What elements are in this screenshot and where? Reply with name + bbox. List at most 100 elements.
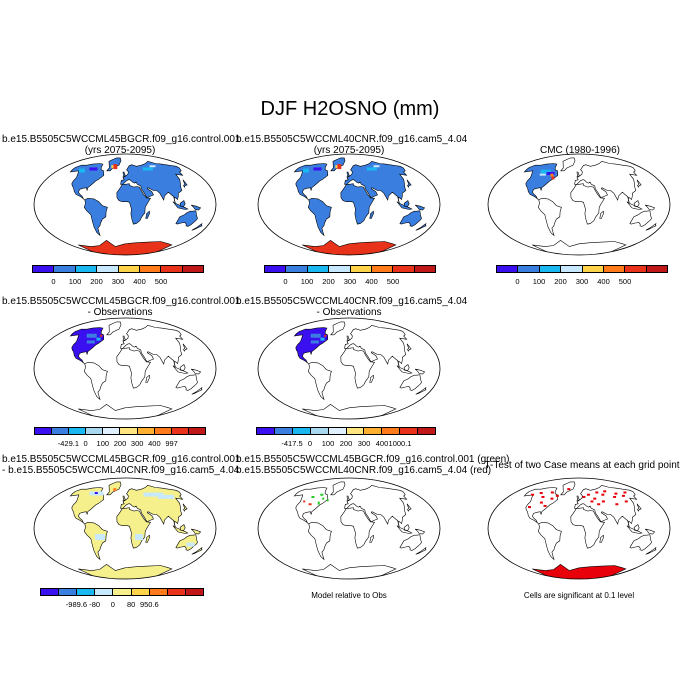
continent-borneo: [403, 524, 410, 532]
continent-indonesia: [626, 201, 643, 210]
continent-japan: [406, 179, 412, 188]
map-panel-2: [257, 153, 441, 256]
map-land-layer: [293, 157, 427, 255]
continent-indonesia: [396, 365, 413, 374]
colorbar-swatch: [35, 428, 53, 434]
grid-cell-marker: [582, 495, 586, 498]
colorbar-tick-label: 400: [365, 277, 378, 286]
continent-sa: [83, 197, 108, 237]
grid-cell-marker: [186, 542, 195, 547]
grid-cell-marker: [539, 501, 543, 504]
colorbar-tick-label: 1000.1: [388, 439, 412, 448]
grid-cell-marker: [96, 337, 101, 341]
panel-title-5-line2: - Observations: [316, 307, 382, 318]
continent-nz: [645, 222, 657, 231]
colorbar-swatch: [364, 428, 383, 434]
panel-title-7: b.e15.B5505C5WCCML45BGCR.f09_g16.control…: [236, 454, 510, 476]
continent-na: [523, 163, 559, 201]
panel-title-5: b.e15.B5505C5WCCML40CNR.f09_g16.cam5_4.0…: [236, 296, 467, 318]
colorbar-swatch: [137, 428, 155, 434]
map-panel-1: [33, 153, 217, 256]
continent-africa: [116, 347, 151, 389]
panel-title-2-line2: (yrs 2075-2095): [313, 145, 385, 156]
continent-greenland: [560, 157, 576, 172]
colorbar-swatches: [256, 427, 436, 435]
colorbar-swatch: [418, 428, 436, 434]
continent-antarctica: [302, 564, 397, 579]
colorbar-tick-label: 300: [575, 277, 589, 286]
continent-greatbritain: [122, 171, 126, 177]
continent-australia: [399, 374, 422, 391]
continent-australia: [629, 210, 652, 227]
continent-greenland: [560, 481, 576, 496]
colorbar-tick-label: 200: [322, 277, 335, 286]
colorbar-swatch: [77, 589, 96, 595]
grid-cell-marker: [601, 493, 605, 496]
continent-sa: [307, 361, 332, 401]
colorbar-swatch: [329, 266, 351, 272]
colorbar-tick-label: 500: [386, 277, 400, 286]
colorbar-swatch: [120, 428, 138, 434]
continent-eurasia: [120, 324, 184, 368]
colorbar-swatch: [414, 266, 435, 272]
panel-title-2: b.e15.B5505C5WCCML40CNR.f09_g16.cam5_4.0…: [236, 134, 467, 156]
colorbar-swatch: [265, 266, 287, 272]
panel-title-7-line2: b.e15.B5505C5WCCML40CNR.f09_g16.cam5_4.0…: [236, 465, 492, 476]
continent-nz: [415, 546, 427, 555]
figure-title: DJF H2OSNO (mm): [260, 98, 440, 120]
colorbar-swatch: [154, 428, 172, 434]
grid-cell-marker: [546, 171, 555, 175]
grid-cell-marker: [310, 340, 319, 344]
grid-cell-marker: [586, 493, 590, 496]
caption-model-relative: Model relative to Obs: [311, 591, 387, 600]
continent-greatbritain: [346, 495, 350, 501]
continent-australia: [175, 374, 198, 391]
grid-cell-marker: [89, 167, 98, 171]
grid-cell-marker: [320, 493, 324, 496]
map-panel-6: [33, 477, 217, 580]
colorbar-tick-label: 100: [532, 277, 546, 286]
grid-cell-marker: [100, 334, 103, 337]
colorbar-swatch: [118, 266, 140, 272]
continent-indonesia: [172, 365, 189, 374]
colorbar-swatch: [97, 266, 119, 272]
continent-na: [69, 327, 105, 365]
colorbar-swatch: [167, 589, 186, 595]
map-frame: [33, 477, 217, 580]
continent-sa: [83, 361, 108, 401]
colorbar-swatch: [113, 589, 132, 595]
continent-africa: [570, 507, 605, 549]
colorbar-tick-label: 100: [96, 439, 110, 448]
continent-africa: [116, 183, 151, 225]
grid-cell-marker: [543, 504, 547, 507]
continent-ng: [415, 528, 426, 535]
continent-antarctica: [78, 404, 173, 419]
continent-africa: [570, 183, 605, 225]
grid-cell-marker: [311, 495, 315, 498]
colorbar-tick-label: 300: [111, 277, 125, 286]
continent-sa: [537, 197, 562, 237]
grid-cell-marker: [613, 495, 617, 498]
grid-cell-marker: [621, 494, 625, 497]
continent-greatbritain: [576, 495, 580, 501]
continent-greatbritain: [576, 171, 580, 177]
continent-madagascar: [599, 210, 604, 219]
panel-title-1-line1: b.e15.B5505C5WCCML45BGCR.f09_g16.control…: [2, 134, 241, 145]
colorbar-swatch: [393, 266, 415, 272]
colorbar-tick-label: 0: [283, 277, 288, 286]
continent-borneo: [403, 200, 410, 208]
grid-cell-marker: [94, 492, 98, 495]
continent-africa: [340, 183, 375, 225]
grid-cell-marker: [302, 168, 309, 173]
colorbar-tick-label: 400: [133, 277, 146, 286]
map-land-layer: [69, 481, 203, 579]
continent-australia: [629, 534, 652, 551]
colorbar-swatch: [625, 266, 647, 272]
panel-title-7-line1: b.e15.B5505C5WCCML45BGCR.f09_g16.control…: [236, 454, 510, 465]
colorbar-swatch: [257, 428, 275, 434]
panel-title-4-line2: - Observations: [87, 307, 153, 318]
colorbar-swatch: [139, 266, 162, 272]
grid-cell-marker: [135, 534, 144, 541]
continent-ng: [191, 204, 202, 211]
colorbar-swatch: [75, 266, 98, 272]
